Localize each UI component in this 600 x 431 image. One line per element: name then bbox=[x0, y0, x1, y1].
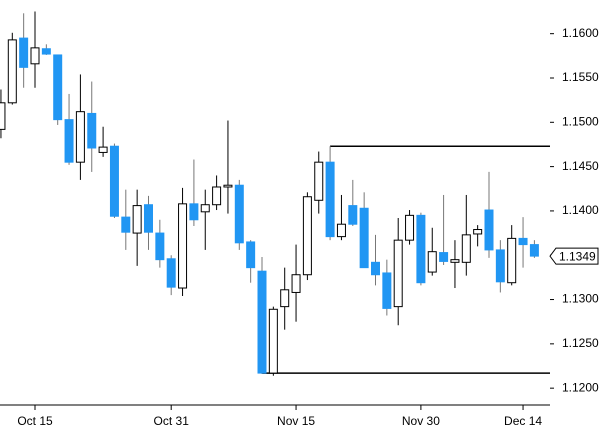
y-tick-label: 1.1200 bbox=[562, 380, 599, 394]
candle-body bbox=[0, 102, 6, 130]
y-tick-label: 1.1500 bbox=[562, 114, 599, 128]
candle-body bbox=[325, 161, 335, 238]
candle-body bbox=[291, 274, 301, 293]
candle-body bbox=[382, 272, 392, 309]
candle-body bbox=[246, 241, 256, 269]
x-tick-label: Dec 14 bbox=[504, 414, 542, 428]
y-tick-label: 1.1450 bbox=[562, 159, 599, 173]
candle-body bbox=[507, 237, 517, 284]
candle-body bbox=[461, 234, 471, 263]
price-tag bbox=[549, 247, 599, 265]
candle-body bbox=[121, 216, 131, 233]
x-tick-label: Oct 15 bbox=[17, 414, 53, 428]
candle-body bbox=[53, 54, 63, 121]
candle-body bbox=[200, 204, 210, 213]
price-tag-label: 1.1349 bbox=[559, 249, 596, 263]
x-tick-label: Nov 15 bbox=[277, 414, 315, 428]
candle-body bbox=[405, 214, 415, 241]
candle-body bbox=[495, 249, 505, 283]
candle-body bbox=[280, 289, 290, 308]
candle-body bbox=[223, 184, 233, 188]
y-tick-label: 1.1400 bbox=[562, 203, 599, 217]
candle-body bbox=[348, 205, 358, 225]
candle-body bbox=[155, 232, 165, 261]
candle-body bbox=[30, 47, 40, 65]
candle-body bbox=[518, 237, 528, 246]
candle-body bbox=[314, 161, 324, 201]
candle-body bbox=[257, 270, 267, 374]
x-tick-label: Oct 31 bbox=[154, 414, 190, 428]
candle-body bbox=[98, 146, 108, 153]
candle-body bbox=[7, 39, 17, 104]
y-tick-label: 1.1550 bbox=[562, 70, 599, 84]
candle-body bbox=[302, 196, 312, 276]
candle-body bbox=[359, 207, 369, 269]
candle-body bbox=[393, 239, 403, 308]
x-tick-label: Nov 30 bbox=[402, 414, 440, 428]
candle-body bbox=[87, 112, 97, 149]
candle-body bbox=[416, 214, 426, 284]
candle-body bbox=[427, 251, 437, 273]
candle-body bbox=[473, 229, 483, 235]
candle-body bbox=[189, 203, 199, 221]
candle-body bbox=[484, 209, 494, 251]
candle-body bbox=[166, 258, 176, 288]
candle-body bbox=[75, 111, 85, 163]
candle-body bbox=[450, 259, 460, 263]
candle-body bbox=[234, 184, 244, 244]
candle-body bbox=[439, 252, 449, 262]
candle-body bbox=[371, 261, 380, 276]
y-tick-label: 1.1250 bbox=[562, 336, 599, 350]
candle-body bbox=[212, 186, 222, 206]
candle-body bbox=[268, 308, 278, 374]
candle-body bbox=[132, 205, 142, 234]
candle-body bbox=[529, 244, 539, 257]
candle-body bbox=[41, 48, 51, 55]
candle-body bbox=[64, 119, 74, 163]
y-tick-label: 1.1600 bbox=[562, 26, 599, 40]
candle-body bbox=[109, 145, 119, 217]
candle-body bbox=[19, 37, 29, 68]
candle-body bbox=[336, 223, 346, 238]
candle-body bbox=[178, 203, 188, 289]
y-tick-label: 1.1300 bbox=[562, 292, 599, 306]
candle-body bbox=[144, 204, 153, 233]
